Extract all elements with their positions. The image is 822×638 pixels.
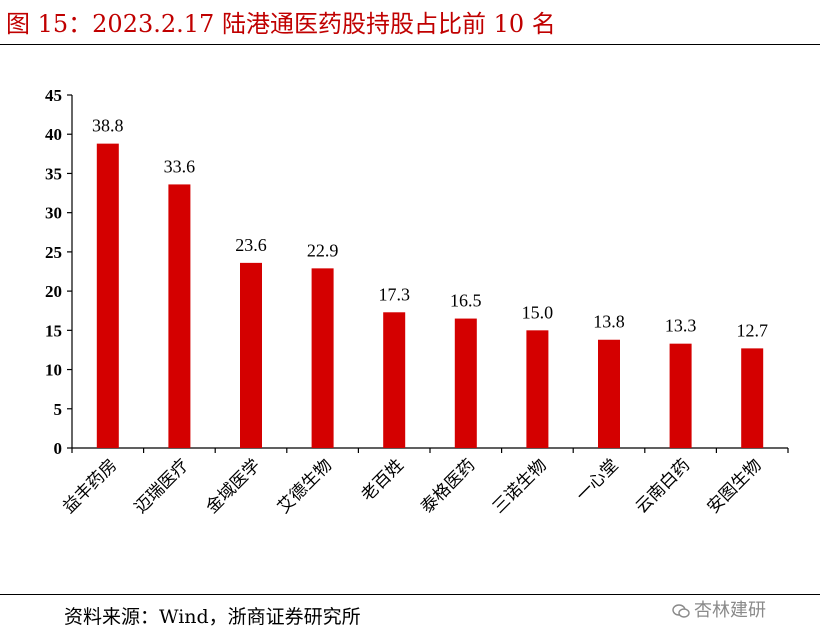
y-tick-label: 10: [45, 361, 62, 380]
category-label: 艾德生物: [274, 455, 336, 517]
data-label: 33.6: [164, 156, 196, 176]
data-label: 23.6: [235, 235, 267, 255]
y-tick-label: 0: [54, 439, 63, 458]
bottom-rule: [0, 594, 820, 595]
bar: [96, 143, 119, 448]
bar: [598, 339, 620, 448]
figure-title: 图 15：2023.2.17 陆港通医药股持股占比前 10 名: [6, 10, 556, 38]
category-label: 安图生物: [704, 455, 766, 517]
category-label: 迈瑞医疗: [131, 455, 193, 517]
data-label: 16.5: [450, 291, 482, 311]
y-tick-label: 5: [54, 400, 63, 419]
data-label: 13.8: [593, 312, 625, 332]
y-tick-label: 40: [45, 125, 62, 144]
category-label: 云南白药: [632, 455, 694, 517]
bar: [383, 312, 406, 448]
data-label: 15.0: [522, 302, 554, 322]
category-label: 三诺生物: [489, 455, 551, 517]
data-label: 38.8: [92, 116, 124, 136]
category-label: 一心堂: [572, 455, 622, 505]
top-rule: [0, 44, 820, 45]
data-label: 13.3: [665, 316, 697, 336]
bar-chart: 0 5 10 15 20 25 30 35 40 45 38.8 益丰药房 33.6 迈瑞医疗 23.6 金域…: [45, 86, 789, 518]
wechat-icon: [672, 604, 690, 618]
y-tick-label: 35: [45, 164, 62, 183]
y-tick-label: 25: [45, 243, 62, 262]
data-label: 12.7: [736, 320, 768, 340]
bar: [526, 330, 549, 448]
y-tick-label: 45: [45, 86, 62, 105]
y-tick-label: 15: [45, 321, 62, 340]
bar: [741, 348, 764, 448]
category-label: 金域医学: [202, 455, 264, 517]
source-note: 资料来源：Wind，浙商证券研究所: [64, 606, 361, 628]
bar: [669, 343, 692, 448]
y-tick-label: 20: [45, 282, 62, 301]
y-tick-label: 30: [45, 204, 62, 223]
bar: [454, 318, 477, 448]
category-label: 泰格医药: [417, 455, 479, 517]
data-label: 22.9: [307, 240, 339, 260]
data-label: 17.3: [378, 284, 410, 304]
bar: [168, 184, 191, 448]
watermark-text: 杏林建研: [694, 600, 766, 621]
category-label: 益丰药房: [59, 455, 121, 517]
bar: [311, 268, 334, 448]
bar: [240, 262, 262, 448]
watermark: 杏林建研: [672, 596, 766, 622]
category-label: 老百姓: [358, 455, 408, 505]
